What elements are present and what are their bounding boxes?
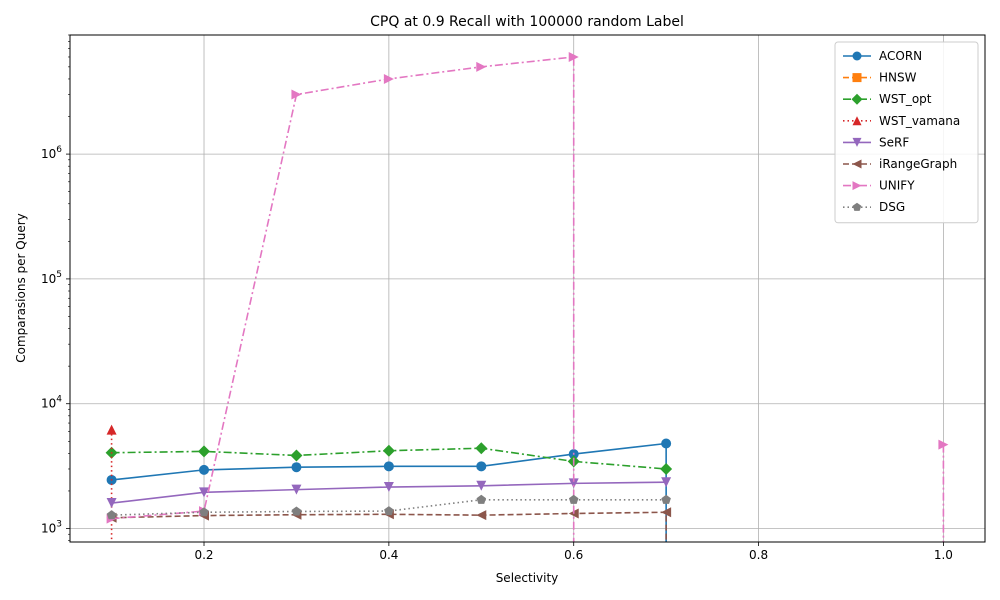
marker-pentagon [199,507,209,517]
legend-label: ACORN [879,49,922,63]
series-ACORN [106,438,672,542]
marker-diamond [475,442,488,455]
legend-label: WST_vamana [879,114,960,128]
plot-data [105,51,949,542]
series-SeRF [106,477,672,509]
marker-diamond [198,445,211,458]
marker-triangle-up [852,116,862,126]
legend-entry-DSG: DSG [843,200,905,214]
marker-pentagon [568,494,579,504]
legend-entry-ACORN: ACORN [843,49,922,63]
legend-entry-HNSW: HNSW [843,71,917,85]
legend-entry-WST_opt: WST_opt [843,92,932,106]
y-axis-label: Comparasions per Query [14,213,28,362]
marker-triangle-left [476,510,487,521]
marker-circle [661,438,672,449]
marker-triangle-right [568,51,579,62]
marker-circle [476,461,487,472]
axes: 0.2 0.4 0.6 0.8 1.0 103 104 105 106 [41,34,953,562]
marker-pentagon [852,202,862,211]
series-WST_vamana [106,424,117,542]
marker-triangle-right [383,73,394,84]
marker-triangle-left [661,507,672,518]
series-line [111,442,667,542]
marker-pentagon [106,510,117,520]
marker-triangle-right [938,439,949,450]
marker-square [852,73,862,83]
y-tick-label: 104 [41,395,62,411]
marker-diamond [382,444,395,457]
legend-entry-WST_vamana: WST_vamana [843,114,960,128]
plot-frame [69,34,986,543]
legend-label: DSG [879,200,905,214]
x-tick-label: 0.8 [749,548,768,562]
legend-entry-SeRF: SeRF [843,135,909,149]
marker-diamond [851,93,863,105]
series-WST_opt [105,442,673,475]
marker-triangle-down [291,484,302,495]
legend-box [834,41,979,224]
marker-pentagon [476,494,487,504]
y-tick-label: 103 [41,520,62,536]
marker-triangle-down [106,498,117,509]
marker-pentagon [384,506,394,516]
marker-triangle-right [291,89,302,100]
marker-triangle-down [852,137,862,147]
y-tick-label: 106 [41,145,62,161]
marker-triangle-down [661,477,672,488]
chart-title: CPQ at 0.9 Recall with 100000 random Lab… [370,14,684,30]
legend-label: UNIFY [879,179,915,193]
legend-label: HNSW [879,71,917,85]
legend-label: SeRF [879,135,909,149]
x-tick-label: 0.6 [564,548,583,562]
legend-label: WST_opt [879,92,932,106]
x-axis-label: Selectivity [496,571,559,585]
marker-triangle-up [106,424,117,435]
marker-triangle-down [568,478,579,489]
x-tick-label: 0.2 [194,548,213,562]
legend: ACORN HNSW WST_opt WST_vamana SeRF iRangeGrap… [834,41,979,224]
marker-circle [383,461,394,472]
x-tick-label: 0.4 [379,548,398,562]
marker-pentagon [291,506,302,516]
marker-circle [291,462,302,473]
marker-triangle-right [852,181,862,191]
legend-entry-iRangeGraph: iRangeGraph [843,157,957,171]
marker-triangle-right [476,61,487,72]
y-tick-label: 105 [41,270,62,286]
marker-diamond [660,462,673,475]
legend-entry-UNIFY: UNIFY [843,179,915,193]
marker-diamond [290,449,303,462]
marker-triangle-down [383,482,394,493]
marker-circle [199,464,210,475]
legend-label: iRangeGraph [879,157,957,171]
marker-triangle-left [852,159,862,169]
marker-triangle-down [476,480,487,491]
series-DSG [106,494,671,520]
marker-pentagon [661,494,671,504]
marker-triangle-down [199,487,210,498]
marker-circle [852,51,862,61]
x-tick-label: 1.0 [934,548,953,562]
